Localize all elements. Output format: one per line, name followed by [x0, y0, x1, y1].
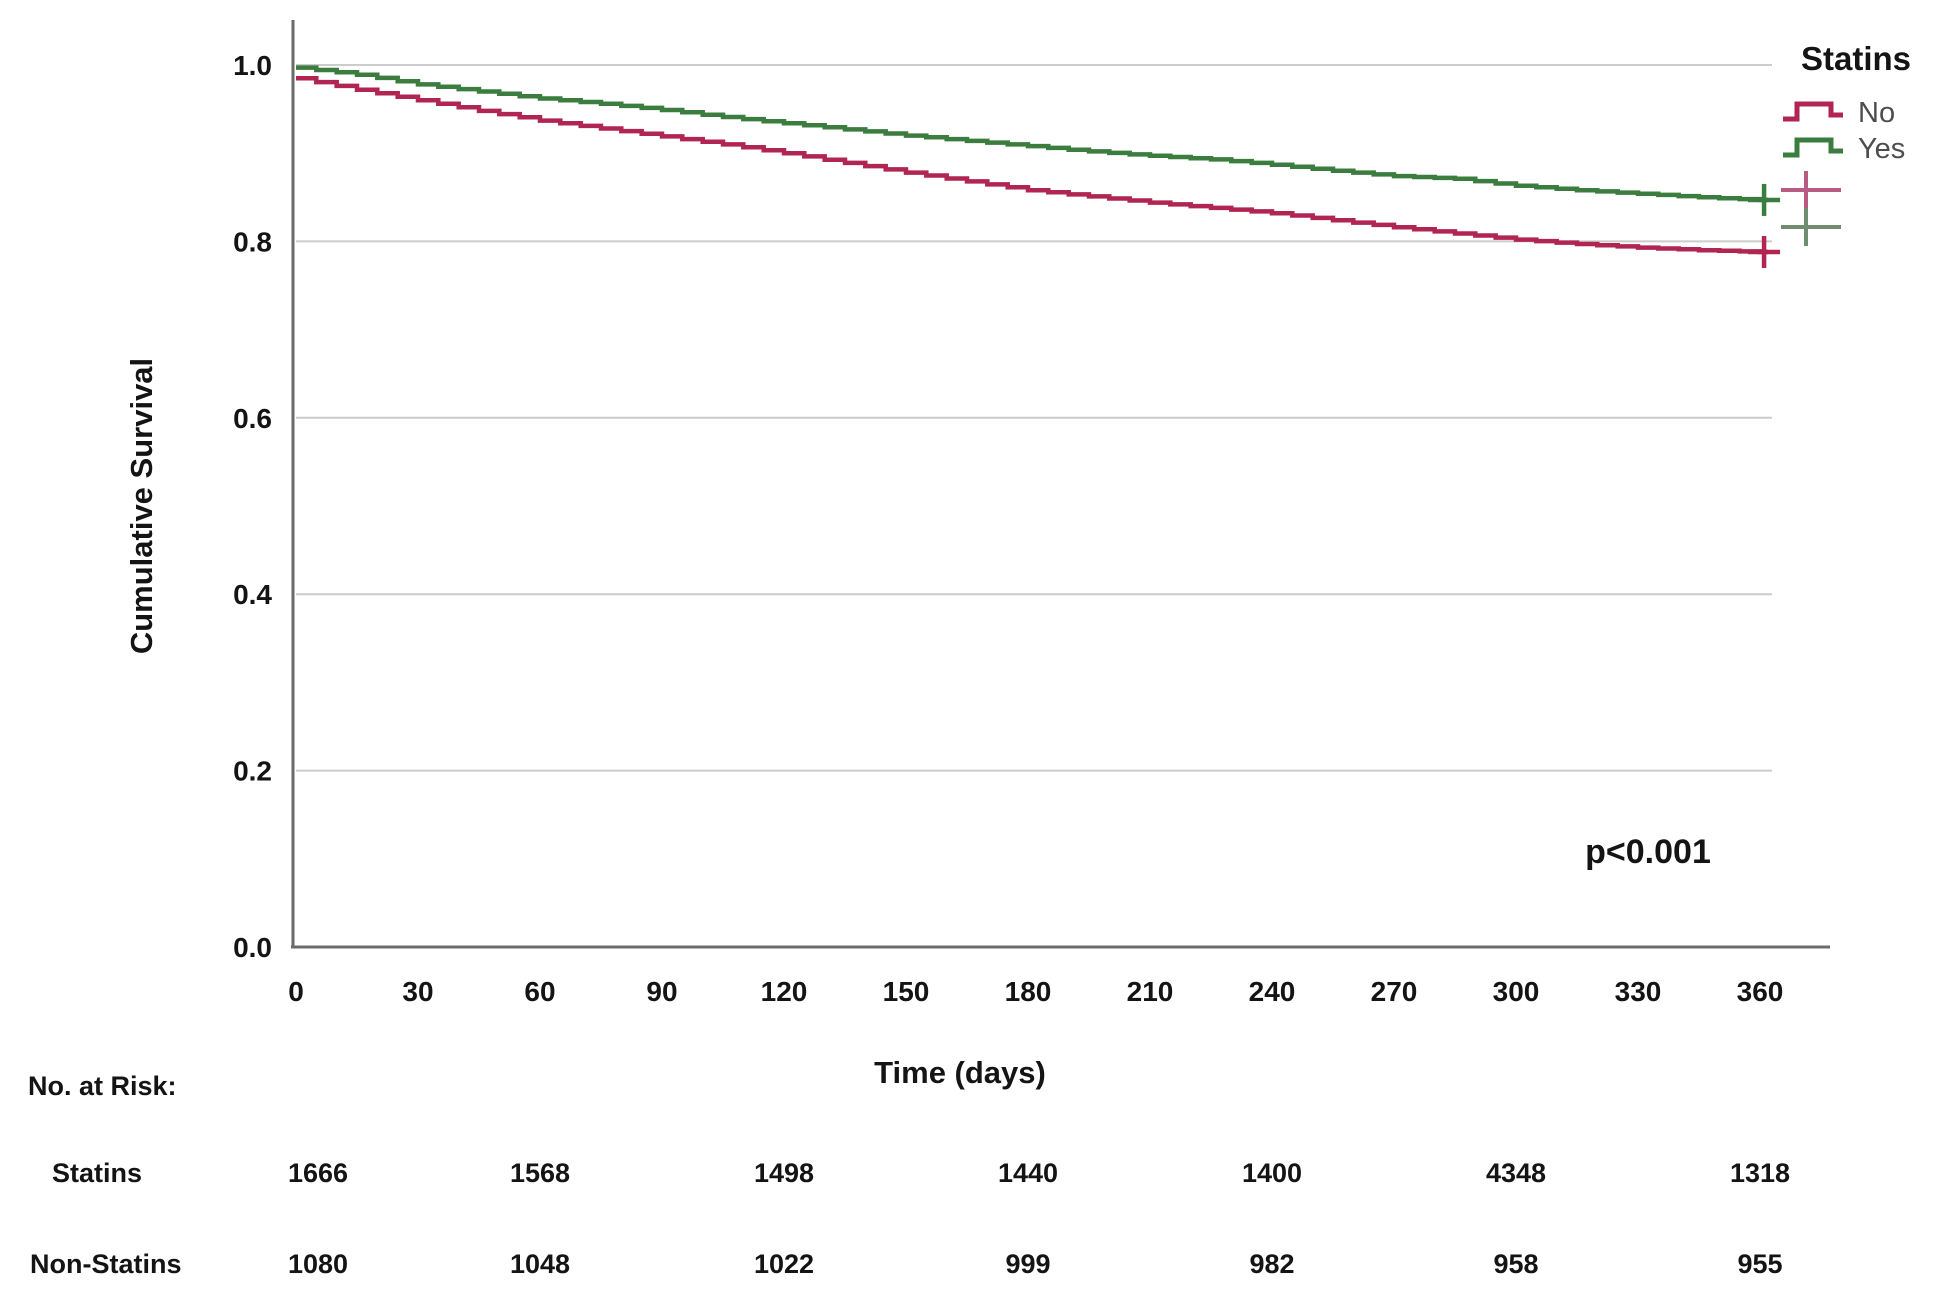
risk-value: 1080	[288, 1249, 348, 1279]
x-tick-label: 240	[1249, 976, 1296, 1007]
risk-value: 958	[1493, 1249, 1538, 1279]
x-tick-label: 60	[524, 976, 555, 1007]
risk-value: 955	[1737, 1249, 1782, 1279]
y-axis-tick-labels: 1.0 0.8 0.6 0.4 0.2 0.0	[233, 50, 272, 963]
x-tick-label: 360	[1737, 976, 1784, 1007]
censor-mark-no	[1748, 235, 1781, 268]
y-tick-label: 0.2	[233, 756, 272, 787]
risk-value: 1318	[1730, 1158, 1790, 1188]
gridlines	[296, 64, 1772, 772]
y-tick-label: 0.0	[233, 932, 272, 963]
risk-table-heading: No. at Risk:	[28, 1071, 177, 1101]
risk-table: No. at Risk: Statins Non-Statins 1666 156…	[28, 1071, 1790, 1279]
x-axis-title: Time (days)	[874, 1055, 1046, 1090]
x-tick-label: 180	[1005, 976, 1052, 1007]
y-tick-label: 1.0	[233, 50, 272, 81]
legend-step-line-no-icon	[1783, 101, 1843, 122]
x-axis-tick-labels: 0 30 60 90 120 150 180 210 240 270 300 330 360	[288, 976, 1783, 1007]
legend-censor-cross-yes-icon	[1781, 208, 1841, 246]
y-tick-label: 0.6	[233, 403, 272, 434]
risk-value: 1666	[288, 1158, 348, 1188]
survival-curve-yes	[296, 65, 1769, 203]
legend-label-no: No	[1858, 97, 1895, 129]
risk-values: 1666 1568 1498 1440 1400 4348 1318 1080 1048 1022…	[288, 1158, 1790, 1279]
risk-value: 982	[1249, 1249, 1294, 1279]
p-value-annotation: p<0.001	[1585, 833, 1711, 871]
x-tick-label: 90	[646, 976, 677, 1007]
y-axis-title: Cumulative Survival	[124, 358, 159, 654]
risk-value: 1400	[1242, 1158, 1302, 1188]
y-tick-label: 0.8	[233, 226, 272, 257]
risk-value: 1048	[510, 1249, 570, 1279]
legend: Statins No Yes	[1781, 40, 1911, 246]
risk-row-label-statins: Statins	[52, 1158, 142, 1188]
survival-curve-no	[296, 75, 1769, 255]
x-tick-label: 270	[1371, 976, 1418, 1007]
legend-censor-cross-no-icon	[1781, 171, 1841, 209]
x-tick-label: 0	[288, 976, 304, 1007]
risk-value: 1568	[510, 1158, 570, 1188]
x-tick-label: 30	[402, 976, 433, 1007]
x-tick-label: 120	[761, 976, 808, 1007]
risk-value: 999	[1005, 1249, 1050, 1279]
legend-title: Statins	[1801, 40, 1911, 77]
risk-row-label-non-statins: Non-Statins	[30, 1249, 182, 1279]
x-tick-label: 330	[1615, 976, 1662, 1007]
risk-value: 1440	[998, 1158, 1058, 1188]
survival-curves	[296, 65, 1781, 268]
risk-value: 1498	[754, 1158, 814, 1188]
x-tick-label: 150	[883, 976, 930, 1007]
legend-label-yes: Yes	[1858, 133, 1905, 165]
risk-value: 1022	[754, 1249, 814, 1279]
risk-value: 4348	[1486, 1158, 1546, 1188]
x-tick-label: 210	[1127, 976, 1174, 1007]
x-tick-label: 300	[1493, 976, 1540, 1007]
y-tick-label: 0.4	[233, 579, 272, 610]
legend-step-line-yes-icon	[1783, 137, 1843, 158]
censor-mark-yes	[1748, 183, 1781, 216]
